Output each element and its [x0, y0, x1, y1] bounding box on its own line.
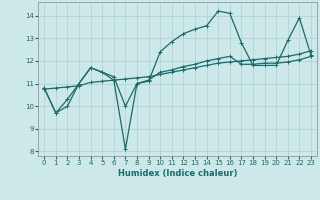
- X-axis label: Humidex (Indice chaleur): Humidex (Indice chaleur): [118, 169, 237, 178]
